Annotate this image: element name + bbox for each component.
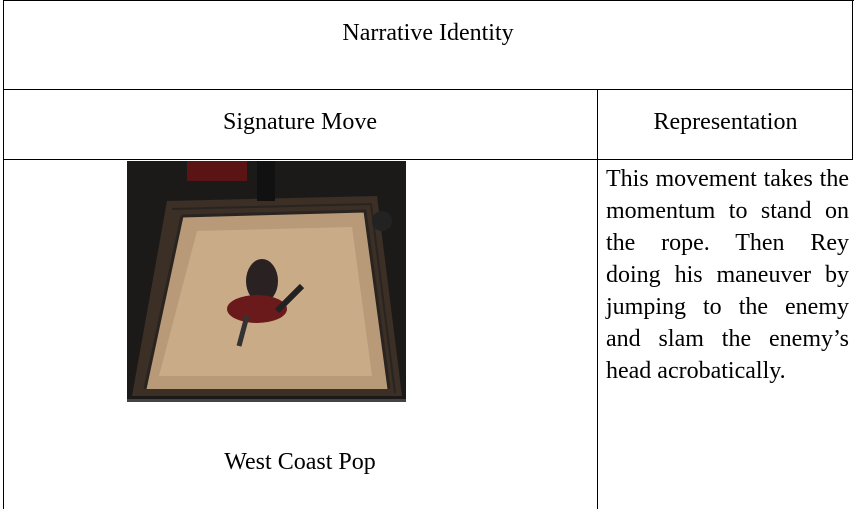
border-right — [852, 0, 853, 160]
border-left — [3, 0, 4, 509]
column-header: Representation — [653, 109, 798, 135]
row-divider — [3, 89, 853, 90]
representation-text: This movement takes the momentum to stan… — [606, 166, 849, 384]
column-header: Signature Move — [223, 109, 377, 135]
row-divider — [3, 159, 853, 160]
table-title: Narrative Identity — [342, 20, 514, 46]
move-photo — [127, 161, 406, 402]
border-top — [3, 0, 854, 1]
move-name: West Coast Pop — [224, 449, 376, 475]
column-divider — [597, 89, 598, 509]
